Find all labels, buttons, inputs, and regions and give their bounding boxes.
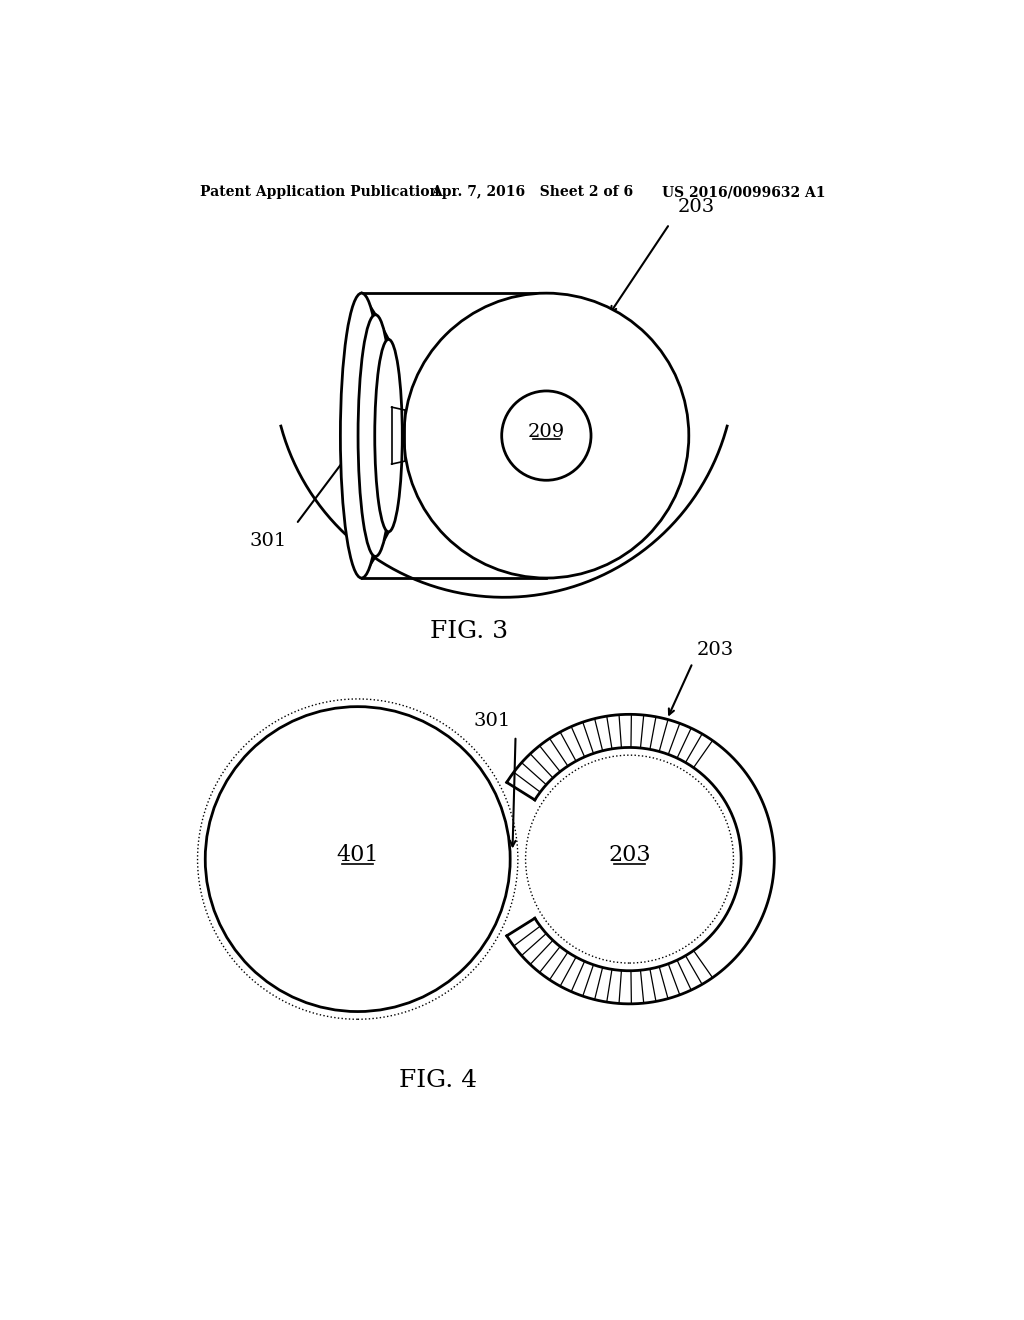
Text: 401: 401 — [337, 845, 379, 866]
Text: 301: 301 — [250, 532, 287, 550]
Circle shape — [403, 293, 689, 578]
Ellipse shape — [340, 293, 383, 578]
Circle shape — [502, 391, 591, 480]
Ellipse shape — [375, 339, 402, 532]
Text: 209: 209 — [527, 422, 565, 441]
Text: FIG. 3: FIG. 3 — [430, 620, 509, 643]
Text: Patent Application Publication: Patent Application Publication — [200, 185, 439, 199]
Text: 301: 301 — [473, 711, 510, 730]
Ellipse shape — [358, 314, 393, 557]
Text: 203: 203 — [677, 198, 715, 216]
Text: US 2016/0099632 A1: US 2016/0099632 A1 — [662, 185, 825, 199]
Circle shape — [205, 706, 510, 1011]
Text: FIG. 4: FIG. 4 — [399, 1069, 477, 1093]
Text: 203: 203 — [696, 642, 734, 659]
Text: Apr. 7, 2016   Sheet 2 of 6: Apr. 7, 2016 Sheet 2 of 6 — [431, 185, 633, 199]
Text: 203: 203 — [608, 845, 651, 866]
